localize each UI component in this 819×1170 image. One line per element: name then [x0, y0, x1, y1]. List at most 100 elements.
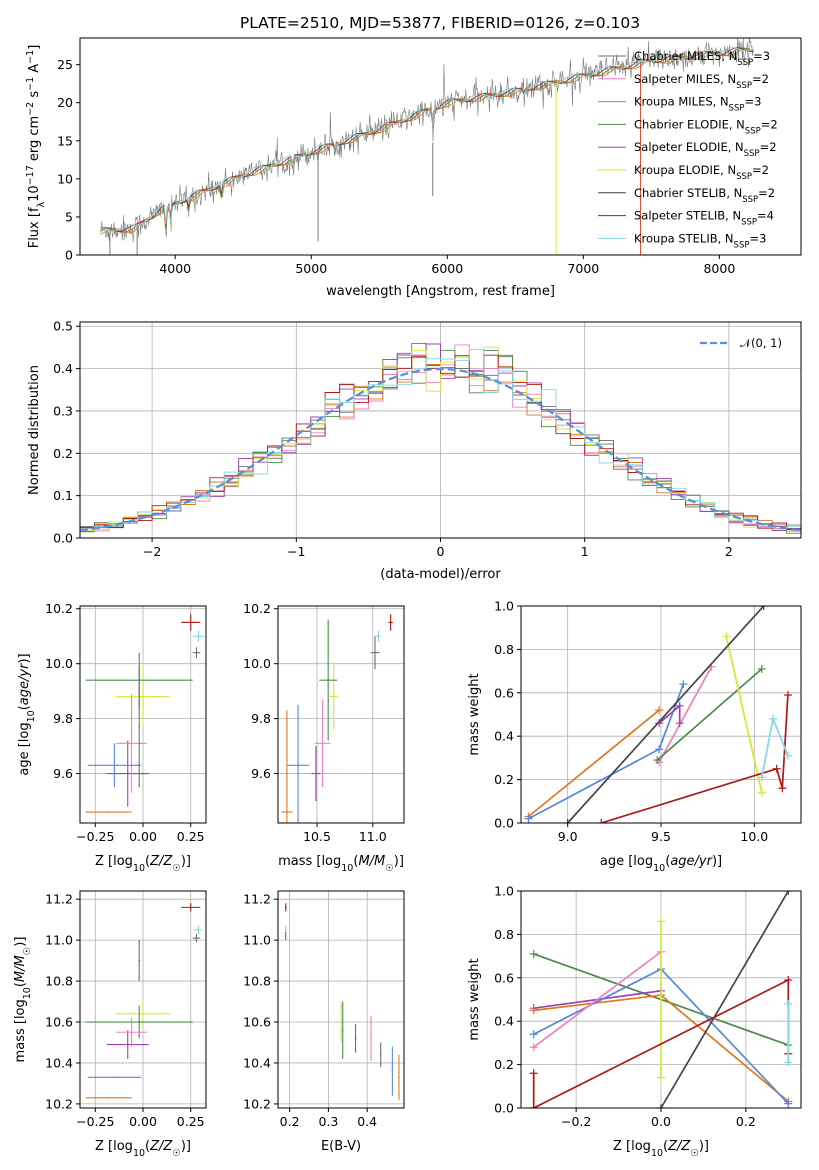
- legend-text-sub: SSP: [741, 218, 757, 228]
- weight-vs-age-xlabel-part: )]: [712, 854, 722, 869]
- age-vs-Z-xtick-label: −0.25: [76, 829, 114, 844]
- spectrum-ylabel-part: −1: [25, 50, 36, 64]
- weight-vs-Z-ytick-label: 0.8: [494, 927, 514, 942]
- age-vs-Z-point: [138, 726, 140, 728]
- mass-vs-Z-point: [126, 1043, 129, 1046]
- spectrum-ytick-label: 0: [65, 248, 73, 263]
- spectrum-ylabel: Flux [fλ10−17 erg cm−2 s−1 A−1]: [25, 45, 47, 249]
- mass-vs-EBV-xtick-label: 0.2: [280, 1114, 300, 1129]
- legend-text-tail: =3: [753, 49, 770, 63]
- weight-vs-Z-series-line: [660, 891, 790, 1108]
- age-vs-Z-point: [195, 651, 198, 654]
- spectrum-panel: 4000 5000 6000 7000 8000 0 5 10 15 20 25 wavelength…: [25, 37, 802, 299]
- weight-vs-age-ytick-label: 0.2: [494, 772, 514, 787]
- figure-title: PLATE=2510, MJD=53877, FIBERID=0126, z=0…: [240, 14, 640, 32]
- weight-vs-Z-ylabel-part: mass weight: [467, 958, 482, 1040]
- weight-vs-age-series-marker: [655, 745, 664, 754]
- spectrum-xtick-label: 6000: [431, 261, 463, 276]
- age-vs-mass-xlabel-part: )]: [394, 854, 404, 869]
- age-vs-mass-xlabel-part: (: [353, 854, 358, 869]
- age-vs-Z-point: [130, 742, 133, 745]
- mass-vs-Z-point: [107, 1096, 110, 1099]
- age-vs-mass-point: [286, 811, 288, 813]
- weight-vs-Z-series-marker: [529, 1006, 538, 1015]
- weight-vs-age-series-marker: [757, 664, 766, 673]
- spectrum-ytick-label: 5: [65, 209, 73, 224]
- spectrum-legend-label: Kroupa MILES, NSSP=3: [634, 95, 761, 114]
- mass-vs-EBV-ytick-label: 11.2: [243, 892, 271, 907]
- age-vs-Z-ytick-label: 10.0: [45, 656, 73, 671]
- weight-vs-age-series-marker: [778, 784, 787, 793]
- mass-vs-Z-xlabel-part: Z [log: [95, 1139, 133, 1154]
- spectrum-ylabel-part: −17: [25, 165, 36, 185]
- age-vs-Z-ytick-label: 9.6: [53, 766, 73, 781]
- weight-vs-age-series-marker: [675, 719, 684, 728]
- spectrum-legend-label: Salpeter STELIB, NSSP=4: [634, 209, 774, 228]
- legend-text-tail: =2: [752, 72, 769, 86]
- mass-vs-EBV-point: [341, 1029, 344, 1032]
- mass-vs-EBV-point: [354, 1037, 357, 1040]
- age-vs-Z-xlabel-part: ☉: [172, 863, 181, 874]
- spectrum-ylabel-part: λ: [36, 201, 47, 207]
- weight-vs-Z-ytick-label: 0.6: [494, 970, 514, 985]
- age-vs-mass-point: [315, 772, 317, 775]
- mass-vs-Z-ylabel-part: )]: [13, 937, 28, 947]
- weight-vs-age-series-marker: [655, 706, 664, 715]
- mass-vs-Z-ylabel-part: M/M: [13, 955, 28, 982]
- weight-vs-age-xtick-label: 9.5: [651, 829, 671, 844]
- legend-text-tail: =2: [760, 140, 777, 154]
- mass-vs-Z-xtick-label: 0.00: [129, 1114, 157, 1129]
- mass-vs-EBV-ytick-label: 10.6: [243, 1015, 271, 1030]
- age-vs-Z-ylabel-part: age/yr: [17, 662, 32, 705]
- age-vs-mass-xlabel-part: M/M: [358, 854, 385, 869]
- age-vs-Z-point: [107, 811, 110, 813]
- age-vs-mass-ytick-label: 10.2: [243, 601, 271, 616]
- weight-vs-age-series-line: [656, 668, 763, 761]
- legend-text-main: Kroupa STELIB, N: [634, 231, 734, 245]
- age-vs-mass-ytick-label: 9.6: [251, 766, 271, 781]
- mass-vs-EBV-point: [284, 929, 287, 931]
- legend-text-sub: SSP: [734, 240, 750, 250]
- mass-vs-EBV-ytick-label: 11.0: [243, 933, 271, 948]
- age-vs-mass-ytick-label: 9.8: [251, 711, 271, 726]
- mass-vs-EBV-ytick-label: 10.4: [243, 1055, 271, 1070]
- weight-vs-age-series-marker: [757, 773, 766, 782]
- weight-vs-age-series-marker: [759, 606, 768, 610]
- weight-vs-age-series-marker: [769, 714, 777, 723]
- age-vs-Z-point: [142, 695, 144, 698]
- mass-vs-EBV-frame: [277, 890, 405, 1109]
- legend-text-tail: =2: [752, 163, 769, 177]
- age-vs-mass-xlabel-part: ☉: [385, 863, 394, 874]
- weight-vs-age-series-marker: [783, 690, 792, 699]
- weight-vs-Z-series-marker: [529, 1104, 538, 1108]
- weight-vs-Z-series-marker: [784, 975, 793, 984]
- age-vs-Z-ylabel-part: 10: [26, 710, 37, 722]
- mass-vs-Z-ylabel: mass [log10(M/M☉)]: [13, 937, 33, 1063]
- legend-text-tail: =2: [758, 186, 775, 200]
- weight-vs-age-series-line: [725, 636, 763, 793]
- legend-text-main: Kroupa MILES, N: [634, 95, 729, 109]
- mass-vs-Z-ytick-label: 10.4: [45, 1055, 73, 1070]
- weight-vs-Z-plot-area: [529, 891, 793, 1108]
- residuals-xtick-label: 0: [437, 544, 445, 559]
- weight-vs-Z-ytick-label: 1.0: [494, 884, 514, 899]
- mass-vs-EBV-point: [370, 1037, 372, 1040]
- legend-text-main: Chabrier ELODIE, N: [634, 117, 745, 131]
- legend-text-sub: SSP: [742, 195, 758, 205]
- legend-text-tail: =3: [744, 95, 761, 109]
- age-vs-mass-xtick-label: 10.5: [303, 829, 331, 844]
- weight-vs-Z-series-marker: [657, 1073, 665, 1082]
- weight-vs-Z-xlabel-part: ☉: [690, 1148, 699, 1159]
- age-vs-mass-frame: [277, 605, 405, 824]
- spectrum-legend-label: Chabrier ELODIE, NSSP=2: [634, 117, 778, 136]
- weight-vs-Z-ytick-label: 0.2: [494, 1057, 514, 1072]
- legend-text-tail: =4: [757, 209, 774, 223]
- weight-vs-Z-series-marker: [657, 917, 665, 926]
- mass-vs-EBV-ytick-label: 10.2: [243, 1096, 271, 1111]
- legend-text-sub: SSP: [736, 81, 752, 91]
- legend-text-main: Chabrier MILES, N: [634, 49, 737, 63]
- spectrum-ylabel-part: ]: [27, 45, 42, 50]
- mass-vs-EBV-ytick-label: 10.8: [243, 974, 271, 989]
- mass-vs-Z-xlabel: Z [log10(Z/Z☉)]: [95, 1139, 191, 1159]
- mass-vs-EBV-point: [340, 1021, 342, 1023]
